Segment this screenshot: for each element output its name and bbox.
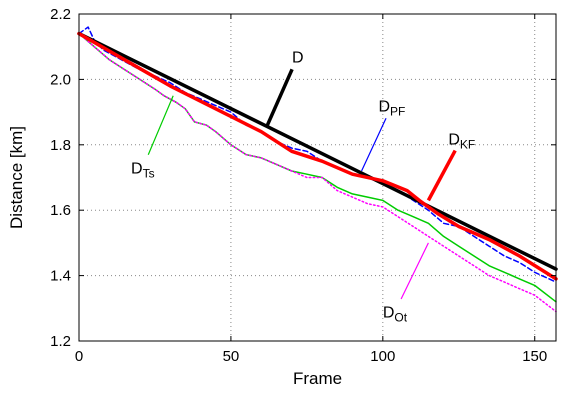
annotation-label: DKF (448, 131, 475, 151)
x-tick-label: 150 (522, 348, 547, 365)
series-line-d-ot (78, 32, 557, 313)
x-axis-label: Frame (293, 369, 342, 388)
annotation-label: D (292, 50, 304, 67)
grid (79, 14, 556, 341)
annotations: D DPF DKF DTs DOt (131, 50, 475, 325)
x-tick-label: 50 (223, 348, 240, 365)
plot-frame (78, 13, 557, 342)
y-tick-label: 2.0 (50, 71, 71, 88)
x-tick-label: 0 (75, 348, 83, 365)
annotation-leader (400, 242, 429, 300)
annotation-leader (361, 118, 387, 172)
y-tick-label: 2.2 (50, 6, 71, 23)
y-tick-label: 1.2 (50, 333, 71, 350)
series-line-d-kf (77, 31, 558, 281)
annotation-leader (426, 149, 457, 202)
annotation-label: DOt (383, 305, 408, 325)
y-axis-label: Distance [km] (7, 126, 26, 229)
y-tick-label: 1.8 (50, 137, 71, 154)
series-line-d (77, 31, 558, 271)
y-tick-label: 1.6 (50, 202, 71, 219)
series-line-d-pf (78, 26, 557, 283)
y-tick-label: 1.4 (50, 268, 71, 285)
annotation-label: DPF (378, 99, 405, 119)
axis-ticks: 0 50 100 150 1.2 1.4 1.6 1.8 2.0 2.2 (50, 6, 556, 365)
annotation-leader (265, 68, 294, 126)
annotation-label: DTs (131, 161, 155, 181)
annotation-leader (147, 95, 174, 156)
x-tick-label: 100 (370, 348, 395, 365)
series-layer (77, 26, 558, 313)
